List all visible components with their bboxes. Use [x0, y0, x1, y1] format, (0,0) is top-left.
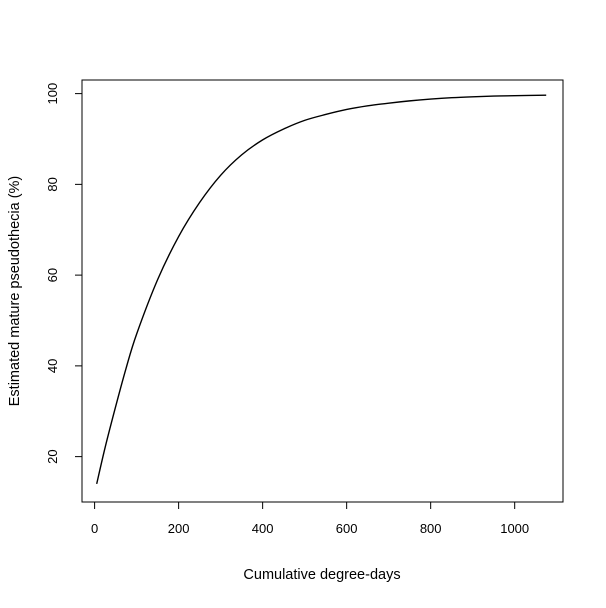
y-tick-label: 80 [45, 177, 60, 191]
x-axis-title: Cumulative degree-days [243, 567, 400, 583]
x-tick-label: 400 [252, 521, 274, 536]
x-tick-label: 800 [420, 521, 442, 536]
x-tick-label: 0 [91, 521, 98, 536]
y-tick-label: 60 [45, 268, 60, 282]
plot-frame [81, 79, 564, 503]
x-tick-label: 200 [168, 521, 190, 536]
series-line [96, 94, 547, 485]
x-tick-label: 1000 [500, 521, 529, 536]
x-axis: 0 200 400 600 800 1000 [91, 502, 529, 536]
x-tick-label: 600 [336, 521, 358, 536]
y-tick-label: 100 [45, 83, 60, 105]
y-tick-label: 40 [45, 359, 60, 373]
y-tick-label: 20 [45, 449, 60, 463]
y-axis: 20 40 60 80 100 [45, 83, 82, 464]
y-axis-title: Estimated mature pseudothecia (%) [7, 176, 23, 407]
